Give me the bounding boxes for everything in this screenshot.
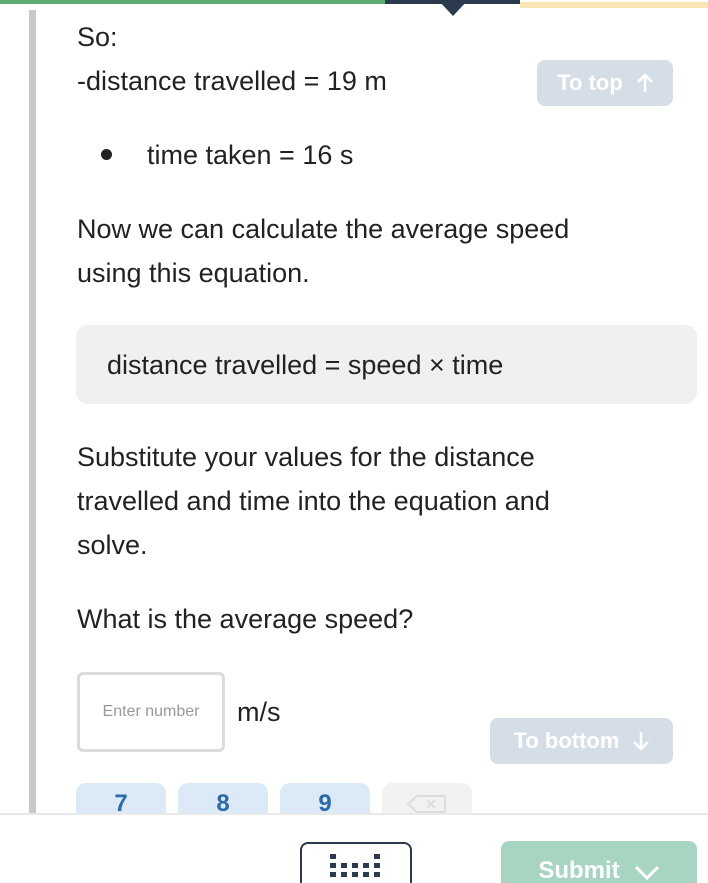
button-label: To top bbox=[557, 70, 623, 95]
equation-box bbox=[76, 325, 697, 404]
equation-text: distance travelled = speed × time bbox=[107, 350, 504, 380]
progress-remaining bbox=[520, 2, 708, 8]
chevron-down bbox=[634, 865, 659, 881]
progress-done bbox=[0, 0, 385, 4]
paragraph-line: solve. bbox=[77, 530, 148, 560]
to-top-button[interactable]: To top bbox=[537, 60, 673, 106]
to-bottom-button[interactable]: To bottom bbox=[490, 718, 673, 764]
paragraph-line: using this equation. bbox=[77, 258, 310, 288]
button-label: Submit bbox=[538, 857, 620, 883]
answer-input[interactable]: Enter number bbox=[77, 672, 225, 752]
placeholder: Enter number bbox=[102, 703, 200, 720]
paragraph-line: travelled and time into the equation and bbox=[77, 486, 550, 516]
button-label: To bottom bbox=[513, 728, 620, 753]
backspace-icon bbox=[406, 795, 446, 813]
progress-marker bbox=[438, 0, 468, 16]
keypad-icon bbox=[330, 854, 380, 877]
bullet bbox=[101, 149, 112, 160]
paragraph-line: Substitute your values for the distance bbox=[77, 442, 535, 472]
arrow-down bbox=[633, 732, 650, 751]
question-text: What is the average speed? bbox=[77, 604, 414, 634]
fact-text: time taken = 16 s bbox=[147, 140, 354, 170]
arrow-up bbox=[636, 73, 653, 92]
paragraph-line: Now we can calculate the average speed bbox=[77, 214, 570, 244]
lead-text: So: bbox=[77, 22, 118, 52]
submit-button[interactable]: Submit bbox=[501, 841, 697, 883]
keyboard-toggle[interactable] bbox=[300, 842, 412, 883]
side-rule bbox=[29, 10, 36, 813]
fact-text: -distance travelled = 19 m bbox=[77, 66, 387, 96]
unit-text: m/s bbox=[237, 697, 281, 727]
